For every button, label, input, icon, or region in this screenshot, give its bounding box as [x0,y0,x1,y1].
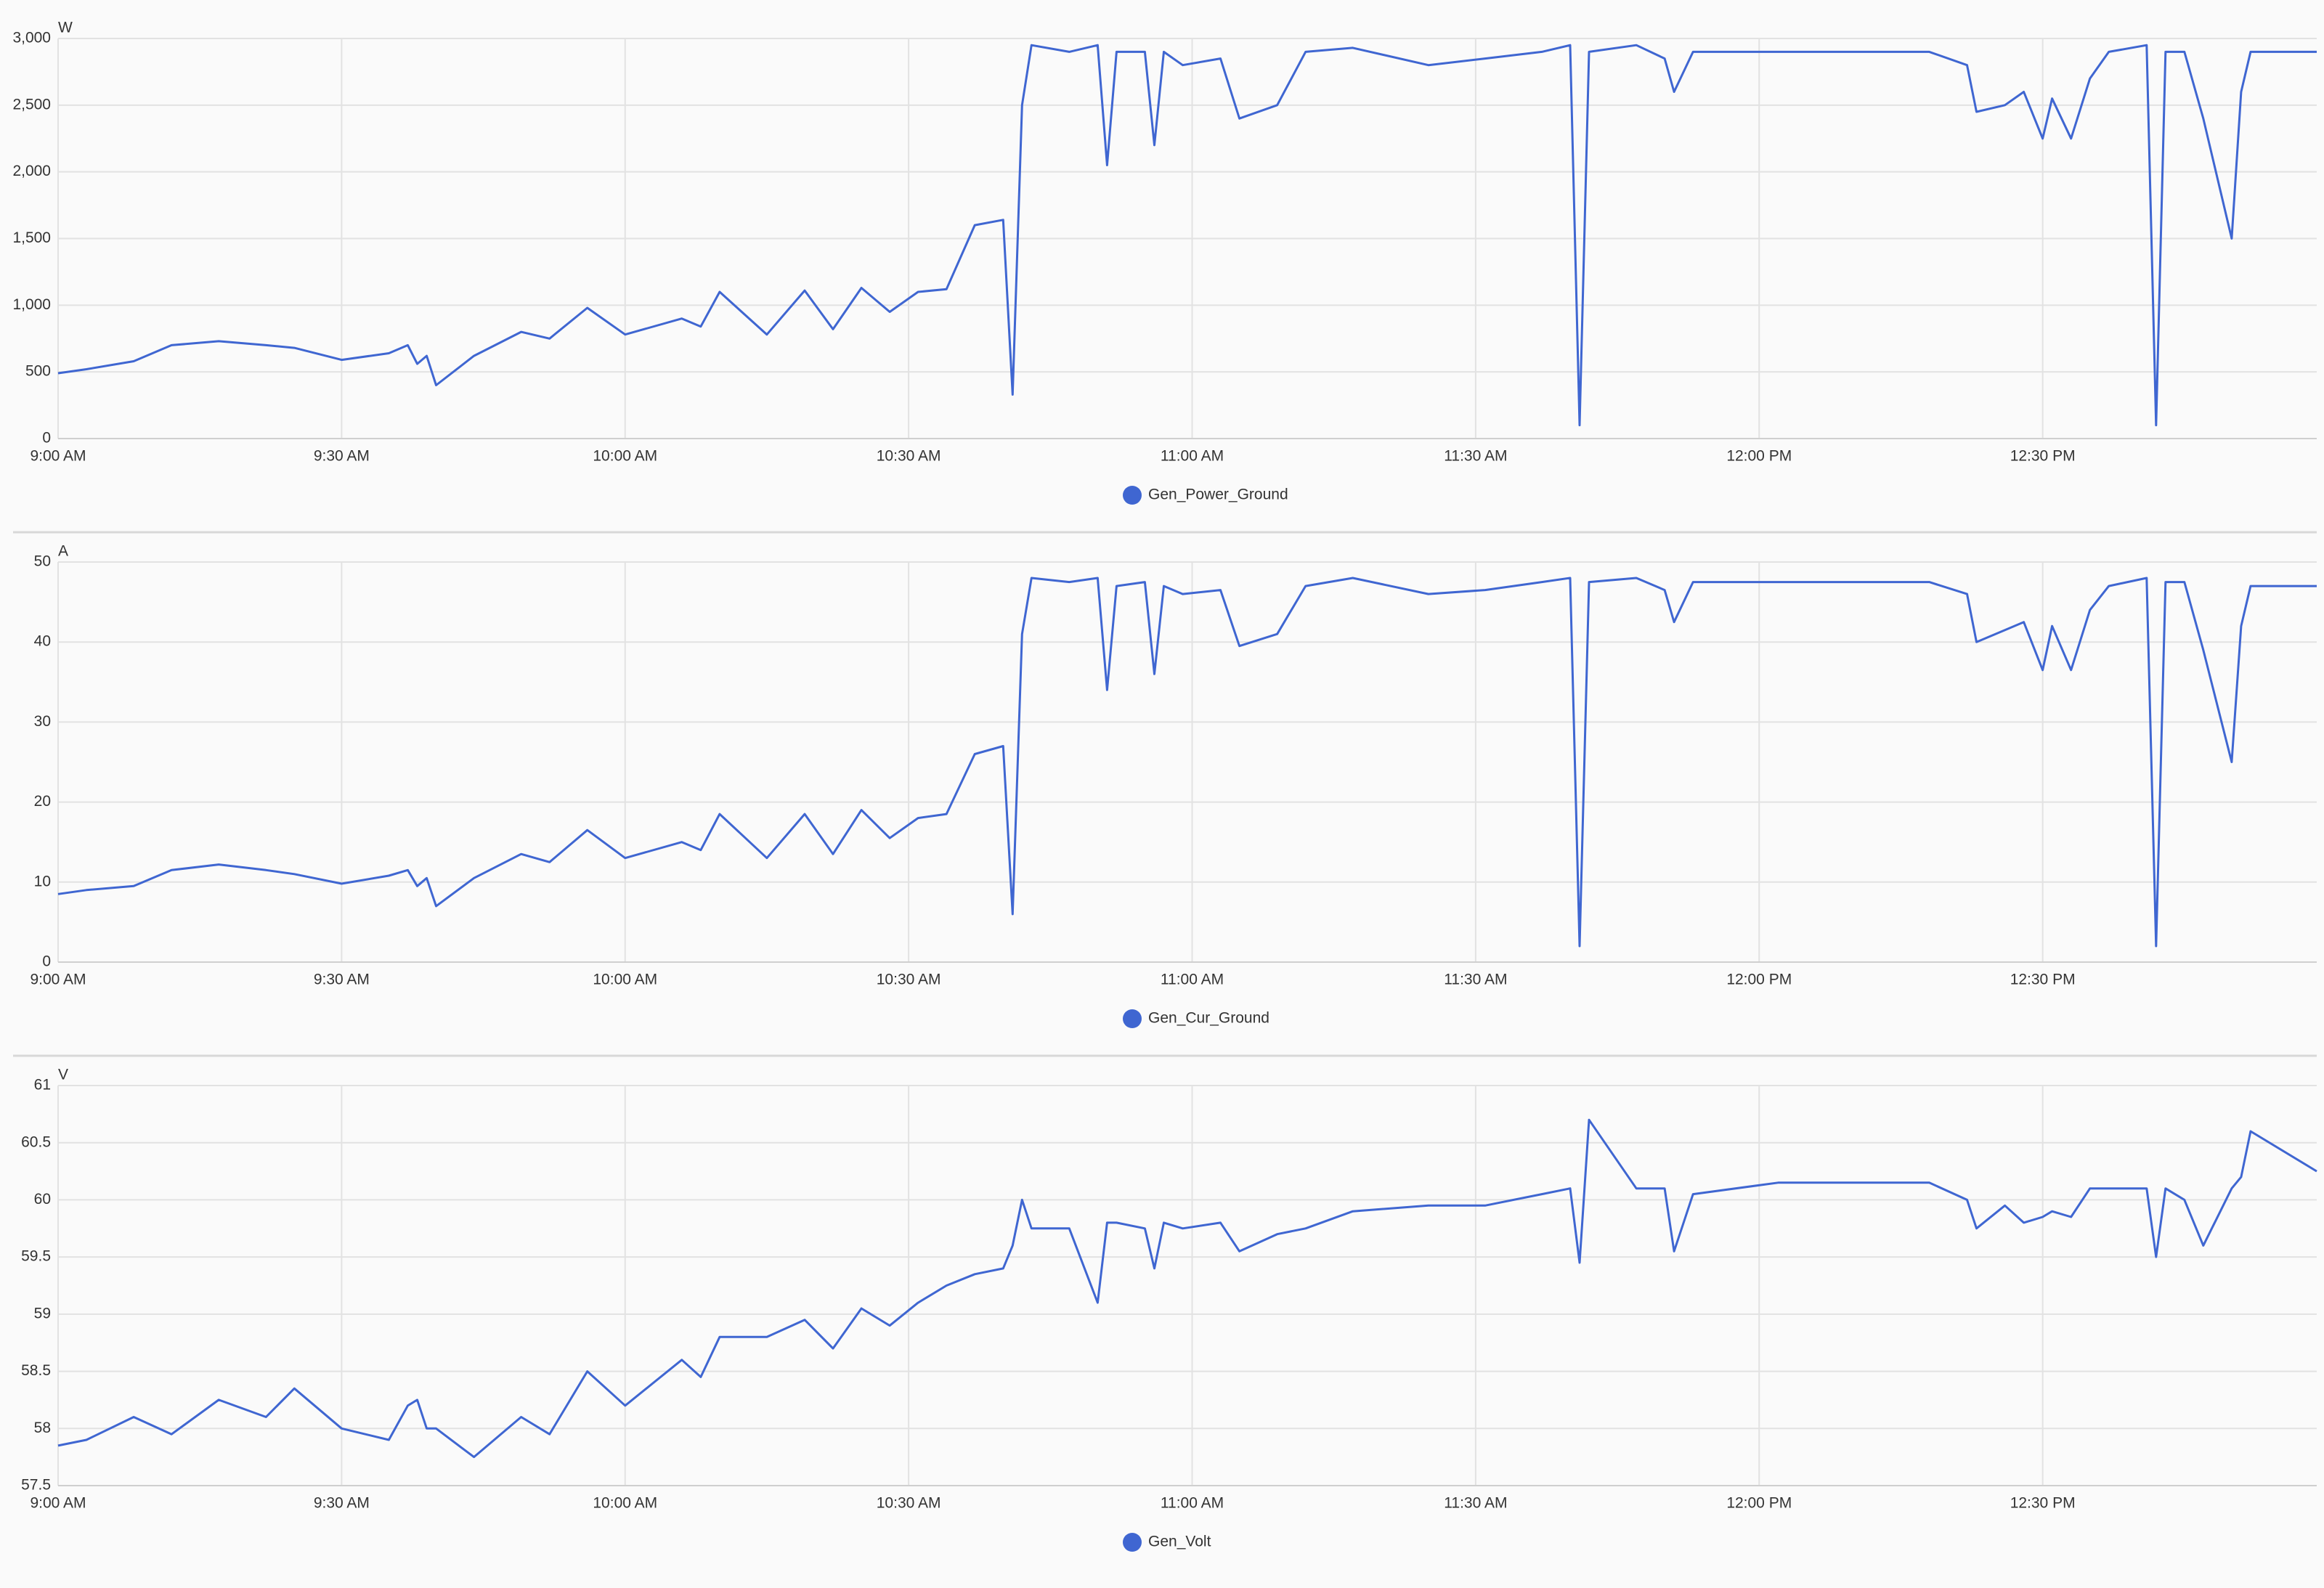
y-tick-label: 59.5 [21,1248,51,1265]
legend-swatch [1123,486,1142,505]
y-tick-label: 500 [25,363,51,380]
y-tick-label: 0 [42,953,51,970]
x-tick-label: 11:30 AM [1444,972,1507,988]
y-tick-label: 40 [34,633,51,650]
x-tick-label: 11:00 AM [1161,448,1224,465]
x-tick-label: 9:30 AM [314,1495,370,1512]
x-tick-label: 10:00 AM [593,972,657,988]
x-tick-label: 9:00 AM [30,972,86,988]
data-line [57,44,2317,427]
y-tick-label: 3,000 [12,30,51,46]
legend-label: Gen_Cur_Ground [1148,1010,1269,1027]
x-tick-label: 12:00 PM [1726,972,1792,988]
y-tick-label: 58.5 [21,1362,51,1379]
y-tick-label: 1,500 [12,229,51,246]
x-tick-label: 10:00 AM [593,448,657,465]
x-tick-label: 11:30 AM [1444,1495,1507,1512]
y-axis-unit: A [58,543,68,560]
y-tick-label: 0 [42,430,51,447]
y-tick-label: 50 [34,553,51,570]
legend-label: Gen_Power_Ground [1148,486,1288,503]
y-tick-label: 60.5 [21,1133,51,1150]
y-tick-label: 57.5 [21,1477,51,1494]
x-tick-label: 12:30 PM [2010,1495,2076,1512]
legend-swatch [1123,1533,1142,1552]
y-tick-label: 61 [34,1077,51,1094]
legend-label: Gen_Volt [1148,1534,1211,1550]
y-tick-label: 10 [34,873,51,889]
y-axis-unit: W [58,20,73,36]
x-tick-label: 11:00 AM [1161,972,1224,988]
legend-swatch [1123,1009,1142,1028]
y-tick-label: 2,500 [12,96,51,113]
x-tick-label: 12:30 PM [2010,972,2076,988]
y-tick-label: 58 [34,1420,51,1436]
y-tick-label: 59 [34,1305,51,1322]
y-axis-unit: V [58,1067,68,1083]
x-tick-label: 9:00 AM [30,1495,86,1512]
data-line [57,1118,2317,1459]
x-tick-label: 12:00 PM [1726,448,1792,465]
data-line [57,577,2317,948]
x-tick-label: 9:30 AM [314,448,370,465]
y-tick-label: 1,000 [12,296,51,313]
x-tick-label: 9:30 AM [314,972,370,988]
x-tick-label: 10:30 AM [877,1495,941,1512]
x-tick-label: 10:30 AM [877,448,941,465]
y-tick-label: 20 [34,793,51,810]
x-tick-label: 11:30 AM [1444,448,1507,465]
x-tick-label: 12:00 PM [1726,1495,1792,1512]
x-tick-label: 12:30 PM [2010,448,2076,465]
y-tick-label: 60 [34,1191,51,1208]
x-tick-label: 10:00 AM [593,1495,657,1512]
x-tick-label: 10:30 AM [877,972,941,988]
x-tick-label: 11:00 AM [1161,1495,1224,1512]
y-tick-label: 30 [34,713,51,730]
x-tick-label: 9:00 AM [30,448,86,465]
y-tick-label: 2,000 [12,163,51,179]
